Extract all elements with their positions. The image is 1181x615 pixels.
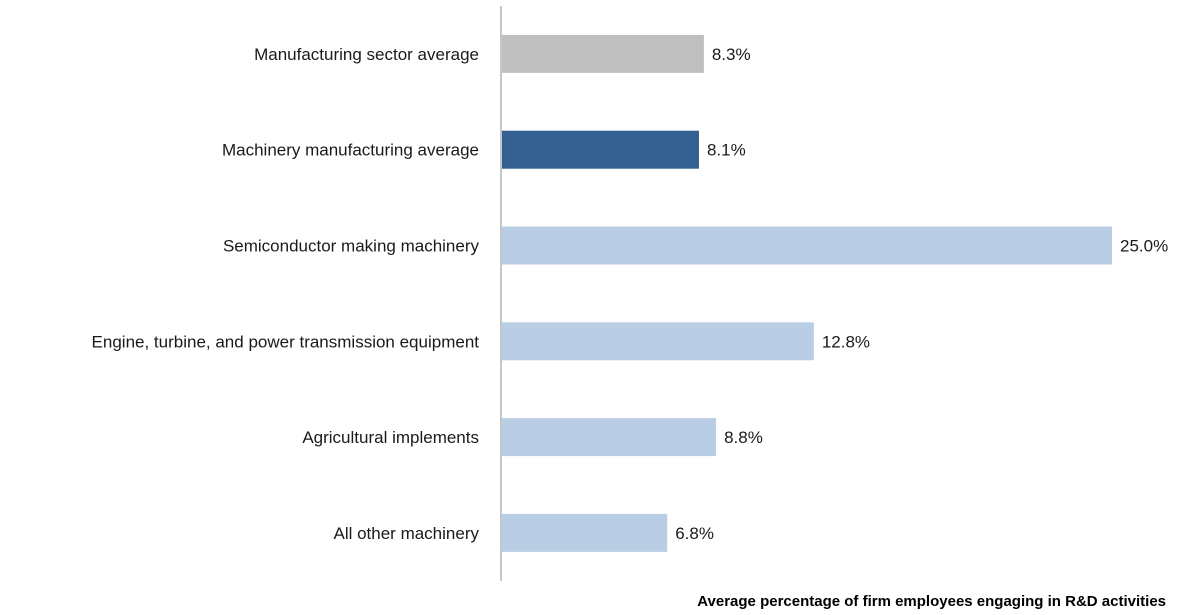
value-label-1: 8.1% [707,141,746,160]
bar-1 [502,130,699,169]
x-axis-title: Average percentage of firm employees eng… [697,593,1166,610]
value-label-3: 12.8% [822,332,870,351]
bar-2 [502,226,1112,265]
category-label-1: Machinery manufacturing average [222,141,479,160]
bar-4 [502,418,717,457]
value-label-4: 8.8% [724,428,763,447]
value-label-5: 6.8% [675,524,714,543]
bar-3 [502,322,814,361]
category-label-2: Semiconductor making machinery [223,237,480,256]
category-label-3: Engine, turbine, and power transmission … [92,332,480,351]
category-label-5: All other machinery [333,524,479,543]
bars-group: Manufacturing sector average 8.3% Machiner… [92,34,1168,552]
category-label-4: Agricultural implements [302,428,479,447]
category-label-0: Manufacturing sector average [254,45,479,64]
bar-0 [502,34,704,73]
value-label-2: 25.0% [1120,237,1168,256]
value-label-0: 8.3% [712,45,751,64]
bar-5 [502,513,668,552]
